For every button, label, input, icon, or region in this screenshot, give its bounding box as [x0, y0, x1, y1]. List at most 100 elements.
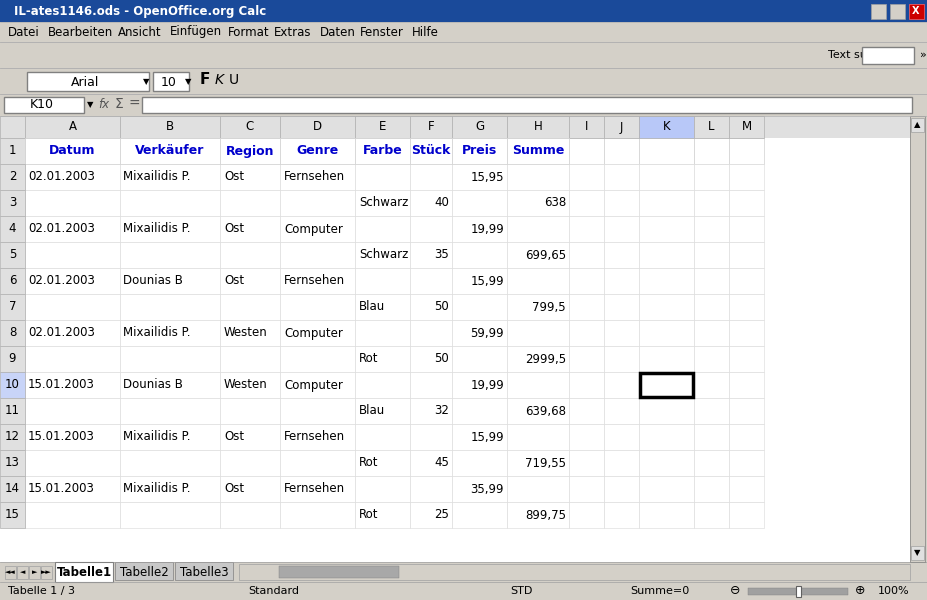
- Bar: [120, 268, 220, 294]
- Bar: [355, 216, 410, 242]
- Bar: [120, 320, 220, 346]
- Bar: [729, 398, 763, 424]
- Bar: [0, 346, 25, 372]
- Bar: [220, 268, 280, 294]
- Bar: [693, 450, 729, 476]
- Bar: [451, 398, 506, 424]
- Bar: [639, 242, 693, 268]
- Bar: [451, 424, 506, 450]
- Bar: [115, 562, 172, 580]
- Bar: [451, 320, 506, 346]
- Bar: [0, 42, 927, 68]
- Text: 45: 45: [434, 457, 449, 469]
- Text: K: K: [215, 73, 224, 87]
- Bar: [25, 398, 120, 424]
- Text: M: M: [741, 121, 751, 133]
- Bar: [29, 566, 40, 579]
- Bar: [280, 502, 355, 528]
- Bar: [355, 320, 410, 346]
- Bar: [693, 294, 729, 320]
- Text: Fernsehen: Fernsehen: [284, 170, 345, 184]
- Text: I: I: [584, 121, 588, 133]
- Bar: [506, 398, 568, 424]
- Text: L: L: [707, 121, 714, 133]
- Bar: [0, 138, 25, 164]
- Text: Computer: Computer: [284, 326, 342, 340]
- Text: Mixailidis P.: Mixailidis P.: [123, 482, 190, 496]
- Text: Fenster: Fenster: [360, 25, 403, 38]
- Bar: [506, 268, 568, 294]
- Bar: [120, 346, 220, 372]
- Bar: [910, 546, 923, 560]
- Bar: [451, 216, 506, 242]
- Text: J: J: [619, 121, 623, 133]
- Text: 50: 50: [434, 301, 449, 313]
- Text: Schwarz: Schwarz: [359, 248, 408, 262]
- Bar: [603, 138, 639, 164]
- Text: Daten: Daten: [320, 25, 355, 38]
- Bar: [25, 268, 120, 294]
- Bar: [693, 268, 729, 294]
- Text: Blau: Blau: [359, 404, 385, 418]
- Text: Tabelle3: Tabelle3: [180, 565, 228, 578]
- Text: 15: 15: [5, 509, 19, 521]
- Bar: [280, 398, 355, 424]
- Bar: [603, 424, 639, 450]
- Bar: [410, 242, 451, 268]
- Text: Mixailidis P.: Mixailidis P.: [123, 431, 190, 443]
- Bar: [0, 164, 25, 190]
- Text: 10: 10: [161, 76, 177, 88]
- Bar: [220, 138, 280, 164]
- Text: Standard: Standard: [248, 586, 298, 596]
- Bar: [25, 502, 120, 528]
- Bar: [220, 346, 280, 372]
- Text: 02.01.2003: 02.01.2003: [28, 223, 95, 235]
- Bar: [909, 116, 924, 562]
- Bar: [25, 138, 120, 164]
- Text: 639,68: 639,68: [525, 404, 565, 418]
- Bar: [729, 242, 763, 268]
- Text: D: D: [312, 121, 322, 133]
- Text: Rot: Rot: [359, 457, 378, 469]
- Text: Arial: Arial: [70, 76, 99, 88]
- Bar: [568, 294, 603, 320]
- Bar: [568, 190, 603, 216]
- Bar: [220, 190, 280, 216]
- Text: 1: 1: [8, 145, 17, 157]
- Bar: [568, 320, 603, 346]
- Text: Summe=0: Summe=0: [629, 586, 689, 596]
- Bar: [0, 68, 927, 94]
- Text: Dounias B: Dounias B: [123, 379, 183, 391]
- Text: 19,99: 19,99: [470, 223, 503, 235]
- Text: 3: 3: [8, 196, 16, 209]
- Bar: [120, 138, 220, 164]
- Bar: [0, 502, 25, 528]
- Bar: [0, 268, 25, 294]
- Bar: [568, 398, 603, 424]
- Bar: [729, 216, 763, 242]
- Bar: [239, 564, 909, 580]
- Bar: [451, 450, 506, 476]
- Bar: [25, 346, 120, 372]
- Bar: [870, 4, 885, 19]
- Bar: [355, 268, 410, 294]
- Text: ▼: ▼: [143, 77, 149, 86]
- Text: ◄: ◄: [19, 569, 25, 575]
- Bar: [410, 116, 451, 138]
- Bar: [17, 566, 28, 579]
- Text: 59,99: 59,99: [470, 326, 503, 340]
- Bar: [568, 116, 603, 138]
- Text: Fernsehen: Fernsehen: [284, 482, 345, 496]
- Text: 4: 4: [8, 223, 17, 235]
- Text: Dounias B: Dounias B: [123, 275, 183, 287]
- Bar: [451, 190, 506, 216]
- Text: Computer: Computer: [284, 223, 342, 235]
- Text: X: X: [911, 6, 919, 16]
- Text: Ost: Ost: [223, 170, 244, 184]
- Text: 2: 2: [8, 170, 17, 184]
- Bar: [410, 450, 451, 476]
- Text: Rot: Rot: [359, 509, 378, 521]
- Bar: [451, 268, 506, 294]
- Bar: [25, 242, 120, 268]
- Text: Verkäufer: Verkäufer: [135, 145, 205, 157]
